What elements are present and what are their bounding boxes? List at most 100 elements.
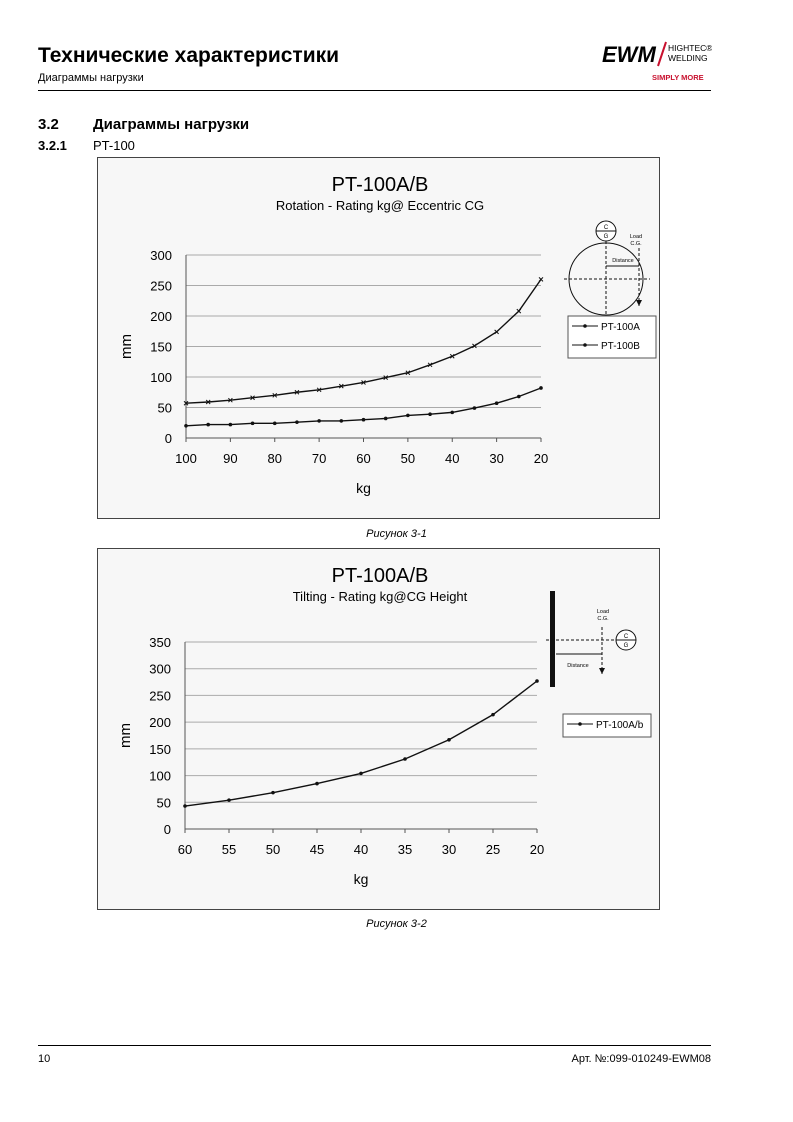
data-point bbox=[491, 712, 495, 717]
data-point bbox=[538, 277, 544, 282]
data-point bbox=[272, 421, 277, 426]
y-tick-label: 300 bbox=[150, 248, 172, 263]
figure-3-1: PT-100A/B Rotation - Rating kg@ Eccentric… bbox=[97, 157, 660, 519]
chart-title: PT-100A/B bbox=[332, 174, 429, 196]
figure-caption: Рисунок 3-1 bbox=[366, 528, 427, 540]
cg-label: C.G. bbox=[630, 241, 642, 247]
x-tick-label: 40 bbox=[445, 451, 459, 466]
data-point bbox=[250, 421, 255, 426]
data-point bbox=[361, 380, 366, 385]
data-point bbox=[183, 804, 187, 808]
x-tick-label: 50 bbox=[401, 451, 415, 466]
data-point bbox=[183, 400, 189, 406]
page-title: Технические характеристики bbox=[38, 44, 340, 67]
section-number: 3.2 bbox=[38, 116, 59, 133]
x-tick-label: 60 bbox=[178, 842, 192, 857]
ewm-logo: EWM HIGHTEC® WELDING SIMPLY MORE bbox=[602, 41, 712, 82]
cg-label-g: G bbox=[624, 643, 629, 649]
x-tick-label: 35 bbox=[398, 842, 412, 857]
data-point bbox=[228, 422, 233, 427]
y-tick-label: 250 bbox=[150, 279, 172, 294]
x-tick-label: 70 bbox=[312, 451, 326, 466]
data-point bbox=[450, 410, 455, 415]
data-point bbox=[383, 375, 389, 380]
y-tick-label: 250 bbox=[149, 688, 171, 703]
legend-label: PT-100A/b bbox=[596, 720, 644, 731]
data-point bbox=[406, 413, 410, 418]
data-point bbox=[494, 401, 499, 406]
data-point bbox=[427, 362, 433, 368]
x-tick-label: 40 bbox=[354, 842, 368, 857]
chart-title: PT-100A/B bbox=[332, 565, 429, 587]
footer-divider bbox=[38, 1045, 711, 1046]
section-title: Диаграммы нагрузки bbox=[93, 116, 250, 133]
arrow-down-icon bbox=[599, 668, 605, 674]
y-tick-label: 200 bbox=[150, 309, 172, 324]
x-tick-label: 80 bbox=[268, 451, 282, 466]
data-point bbox=[517, 394, 521, 399]
legend-label: PT-100B bbox=[601, 341, 640, 352]
data-point bbox=[184, 424, 188, 428]
legend-box bbox=[562, 713, 652, 738]
data-point bbox=[206, 422, 210, 427]
x-tick-label: 100 bbox=[175, 451, 197, 466]
y-tick-label: 0 bbox=[164, 822, 171, 837]
data-point bbox=[315, 781, 319, 786]
y-tick-label: 0 bbox=[165, 431, 172, 446]
distance-label: Distance bbox=[567, 663, 588, 669]
data-point bbox=[316, 387, 322, 393]
x-tick-label: 20 bbox=[534, 451, 548, 466]
data-point bbox=[447, 737, 451, 742]
svg-text:WELDING: WELDING bbox=[668, 53, 708, 63]
data-point bbox=[403, 757, 407, 761]
y-tick-label: 100 bbox=[150, 370, 172, 385]
header-divider bbox=[38, 90, 711, 91]
legend-marker bbox=[583, 343, 587, 347]
series-line-PT-100B bbox=[185, 278, 542, 404]
y-tick-label: 150 bbox=[150, 340, 172, 355]
figure-3-2: PT-100A/B Tilting - Rating kg@CG Height 0 5… bbox=[97, 548, 660, 910]
wall-icon bbox=[550, 591, 555, 687]
load-label: Load bbox=[597, 609, 609, 615]
tilting-chart: PT-100A/B Tilting - Rating kg@CG Height 0 5… bbox=[117, 565, 652, 887]
data-point bbox=[361, 417, 366, 422]
y-tick-label: 100 bbox=[149, 769, 171, 784]
cg-label-c: C bbox=[604, 225, 609, 231]
data-point bbox=[338, 383, 344, 389]
data-point bbox=[339, 419, 344, 423]
data-point bbox=[205, 399, 211, 405]
page-subtitle: Диаграммы нагрузки bbox=[38, 72, 144, 84]
arrow-down-icon bbox=[636, 300, 642, 306]
svg-text:SIMPLY MORE: SIMPLY MORE bbox=[652, 73, 704, 82]
data-point bbox=[250, 395, 255, 401]
y-tick-label: 300 bbox=[149, 662, 171, 677]
article-number: Арт. №:099-010249-EWM08 bbox=[571, 1053, 711, 1065]
y-axis-label: mm bbox=[118, 334, 135, 359]
data-point bbox=[271, 790, 275, 795]
data-point bbox=[472, 406, 477, 410]
data-point bbox=[272, 392, 278, 398]
cg-label-g: G bbox=[604, 234, 609, 240]
x-tick-label: 45 bbox=[310, 842, 324, 857]
y-tick-label: 50 bbox=[158, 401, 172, 416]
svg-text:EWM: EWM bbox=[602, 42, 656, 67]
subsection-title: PT-100 bbox=[93, 138, 135, 153]
data-point bbox=[472, 343, 477, 349]
y-tick-label: 200 bbox=[149, 715, 171, 730]
y-axis-label: mm bbox=[117, 723, 134, 748]
svg-text:HIGHTEC®: HIGHTEC® bbox=[668, 43, 712, 53]
data-point bbox=[539, 386, 543, 390]
y-tick-label: 350 bbox=[149, 635, 171, 650]
x-tick-label: 90 bbox=[223, 451, 237, 466]
load-label: Load bbox=[630, 234, 642, 240]
data-point bbox=[317, 419, 321, 423]
rotation-chart: PT-100A/B Rotation - Rating kg@ Eccentric… bbox=[118, 174, 657, 496]
cg-label-c: C bbox=[624, 634, 629, 640]
legend-label: PT-100A bbox=[601, 322, 640, 333]
legend-marker bbox=[583, 324, 587, 328]
x-tick-label: 55 bbox=[222, 842, 236, 857]
x-tick-label: 30 bbox=[489, 451, 503, 466]
data-point bbox=[405, 370, 411, 376]
y-tick-label: 50 bbox=[157, 795, 171, 810]
